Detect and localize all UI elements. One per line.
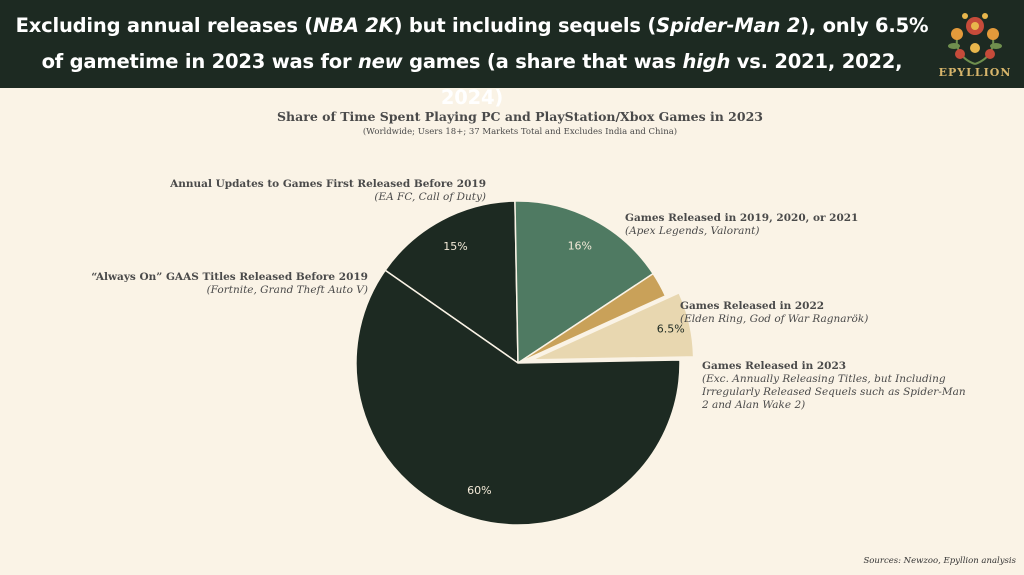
label-gaas-sub: (Fortnite, Grand Theft Auto V) [206, 284, 368, 296]
label-2023: Games Released in 2023 (Exc. Annually Re… [702, 360, 972, 412]
pie-value-label-r1921: 16% [568, 239, 592, 252]
label-2019-2021: Games Released in 2019, 2020, or 2021 (A… [625, 212, 905, 238]
pie-value-label-annual: 15% [443, 240, 467, 253]
flower-ornament-icon [948, 13, 1002, 65]
chart-subtitle: (Worldwide; Users 18+; 37 Markets Total … [362, 127, 678, 137]
headline-part: high [682, 50, 731, 73]
headline-part: NBA 2K [313, 14, 394, 37]
pie-value-label-r2023: 6.5% [657, 322, 685, 335]
pie-slice-gaas [355, 269, 681, 526]
headline-part: ), only 6.5% of gametime in 2023 was for [41, 14, 929, 73]
label-2019-2021-sub: (Apex Legends, Valorant) [625, 225, 760, 237]
headline-part: new [357, 50, 403, 73]
label-annual: Annual Updates to Games First Released B… [120, 178, 486, 204]
epyllion-logo [948, 13, 1002, 65]
pie-slice-r2022 [517, 272, 667, 364]
label-2023-sub: (Exc. Annually Releasing Titles, but Inc… [702, 373, 966, 411]
header-banner [0, 0, 1024, 88]
pie-slice-r2023 [531, 291, 695, 361]
pie-slice-annual [384, 200, 519, 365]
label-2022: Games Released in 2022 (Elden Ring, God … [680, 300, 930, 326]
brand-name: EPYLLION [938, 66, 1012, 79]
headline: Excluding annual releases (NBA 2K) but i… [12, 8, 932, 116]
label-annual-sub: (EA FC, Call of Duty) [374, 191, 486, 203]
label-2023-title: Games Released in 2023 [702, 360, 847, 372]
pie-value-label-gaas: 60% [467, 484, 491, 497]
label-2022-title: Games Released in 2022 [680, 300, 825, 312]
source-note: Sources: Newzoo, Epyllion analysis [863, 556, 1016, 566]
pie-slice-r1921 [514, 200, 655, 365]
label-gaas: “Always On” GAAS Titles Released Before … [70, 271, 368, 297]
label-2019-2021-title: Games Released in 2019, 2020, or 2021 [625, 212, 859, 224]
headline-part: ) but including sequels ( [393, 14, 657, 37]
headline-part: games (a share that was [402, 50, 683, 73]
headline-part: Excluding annual releases ( [15, 14, 314, 37]
label-gaas-title: “Always On” GAAS Titles Released Before … [91, 271, 368, 283]
headline-part: vs. 2021, 2022, 2024) [440, 50, 903, 109]
label-2022-sub: (Elden Ring, God of War Ragnarök) [680, 313, 869, 325]
headline-part: Spider-Man 2 [656, 14, 801, 37]
chart-title: Share of Time Spent Playing PC and PlayS… [277, 109, 763, 124]
label-annual-title: Annual Updates to Games First Released B… [170, 178, 486, 190]
